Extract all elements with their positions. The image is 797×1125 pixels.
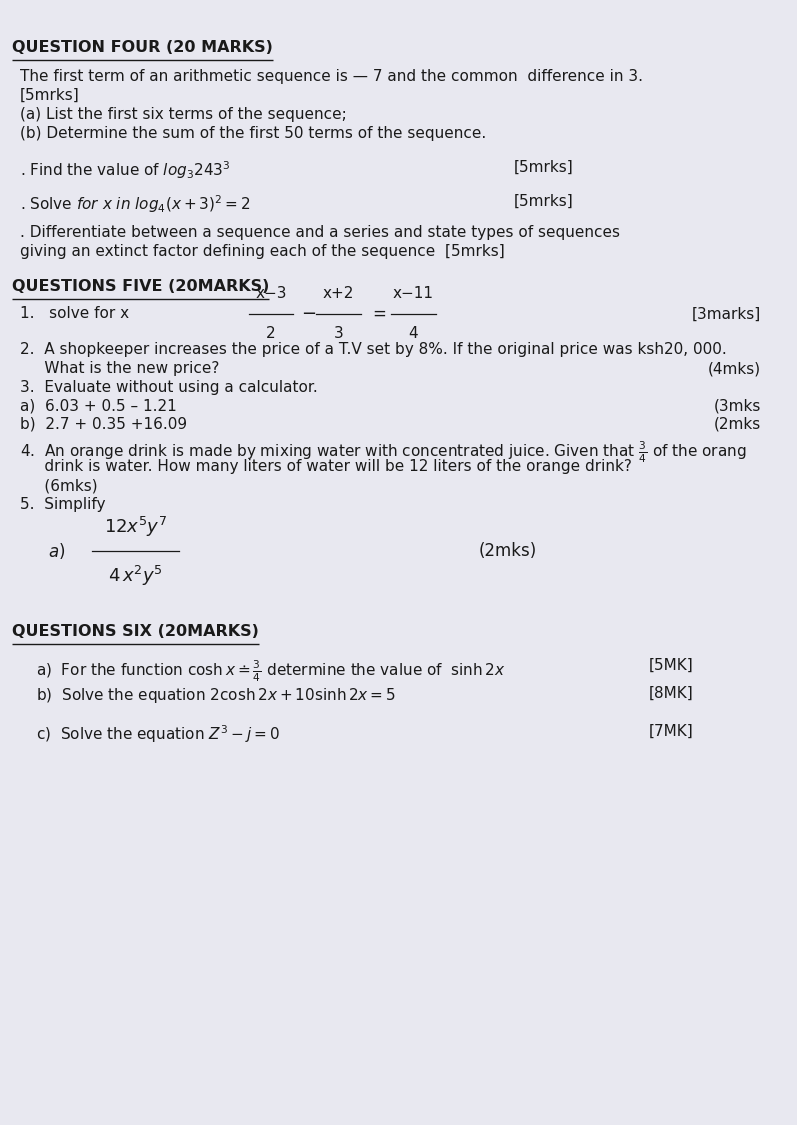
Text: . Differentiate between a sequence and a series and state types of sequences: . Differentiate between a sequence and a…	[20, 225, 620, 240]
Text: (2mks: (2mks	[714, 416, 761, 431]
Text: (6mks): (6mks)	[20, 478, 97, 493]
Text: [5mrks]: [5mrks]	[514, 193, 574, 208]
Text: c)  Solve the equation $Z^3 - j = 0$: c) Solve the equation $Z^3 - j = 0$	[36, 723, 280, 745]
Text: x−11: x−11	[393, 287, 434, 302]
Text: $12x^5y^7$: $12x^5y^7$	[104, 515, 167, 539]
Text: b)  Solve the equation $2\cosh 2x +10\sinh 2x = 5$: b) Solve the equation $2\cosh 2x +10\sin…	[36, 686, 396, 705]
Text: (4mks): (4mks)	[708, 361, 761, 376]
Text: giving an extinct factor defining each of the sequence  [5mrks]: giving an extinct factor defining each o…	[20, 244, 505, 259]
Text: a)  For the function $\cosh x \doteq \frac{3}{4}$ determine the value of  $\sinh: a) For the function $\cosh x \doteq \fra…	[36, 658, 505, 684]
Text: . Solve $for$ $x$ $in$ $log_4(x + 3)^2 = 2$: . Solve $for$ $x$ $in$ $log_4(x + 3)^2 =…	[20, 193, 250, 215]
Text: 3: 3	[334, 326, 344, 341]
Text: [5mrks]: [5mrks]	[20, 88, 80, 102]
Text: QUESTIONS SIX (20MARKS): QUESTIONS SIX (20MARKS)	[12, 624, 259, 639]
Text: 4.  An orange drink is made by mixing water with concentrated juice. Given that : 4. An orange drink is made by mixing wat…	[20, 440, 747, 466]
Text: QUESTION FOUR (20 MARKS): QUESTION FOUR (20 MARKS)	[12, 40, 273, 55]
Text: [7MK]: [7MK]	[649, 723, 693, 738]
Text: QUESTIONS FIVE (20MARKS): QUESTIONS FIVE (20MARKS)	[12, 279, 269, 294]
Text: (3mks: (3mks	[714, 398, 761, 413]
Text: 2.  A shopkeeper increases the price of a T.V set by 8%. If the original price w: 2. A shopkeeper increases the price of a…	[20, 342, 727, 357]
Text: −: −	[300, 305, 316, 323]
Text: What is the new price?: What is the new price?	[20, 361, 219, 376]
Text: $4\,x^2y^5$: $4\,x^2y^5$	[108, 564, 163, 587]
Text: (b) Determine the sum of the first 50 terms of the sequence.: (b) Determine the sum of the first 50 te…	[20, 126, 486, 141]
Text: 3.  Evaluate without using a calculator.: 3. Evaluate without using a calculator.	[20, 380, 318, 395]
Text: . Find the value of $log_3243^3$: . Find the value of $log_3243^3$	[20, 160, 230, 181]
Text: 4: 4	[408, 326, 418, 341]
Text: x+2: x+2	[323, 287, 355, 302]
Text: 5.  Simplify: 5. Simplify	[20, 497, 105, 512]
Text: (2mks): (2mks)	[478, 542, 536, 560]
Text: 2: 2	[266, 326, 276, 341]
Text: [8MK]: [8MK]	[649, 686, 693, 701]
Text: [3marks]: [3marks]	[692, 306, 761, 322]
Text: [5MK]: [5MK]	[649, 658, 693, 673]
Text: The first term of an arithmetic sequence is — 7 and the common  difference in 3.: The first term of an arithmetic sequence…	[20, 69, 643, 83]
Text: $a)$: $a)$	[48, 541, 65, 561]
Text: a)  6.03 + 0.5 – 1.21: a) 6.03 + 0.5 – 1.21	[20, 398, 177, 413]
Text: x−3: x−3	[255, 287, 287, 302]
Text: (a) List the first six terms of the sequence;: (a) List the first six terms of the sequ…	[20, 107, 347, 122]
Text: 1.   solve for x: 1. solve for x	[20, 306, 129, 322]
Text: =: =	[372, 305, 387, 323]
Text: b)  2.7 + 0.35 +16.09: b) 2.7 + 0.35 +16.09	[20, 416, 187, 431]
Text: drink is water. How many liters of water will be 12 liters of the orange drink?: drink is water. How many liters of water…	[20, 459, 632, 474]
Text: [5mrks]: [5mrks]	[514, 160, 574, 174]
